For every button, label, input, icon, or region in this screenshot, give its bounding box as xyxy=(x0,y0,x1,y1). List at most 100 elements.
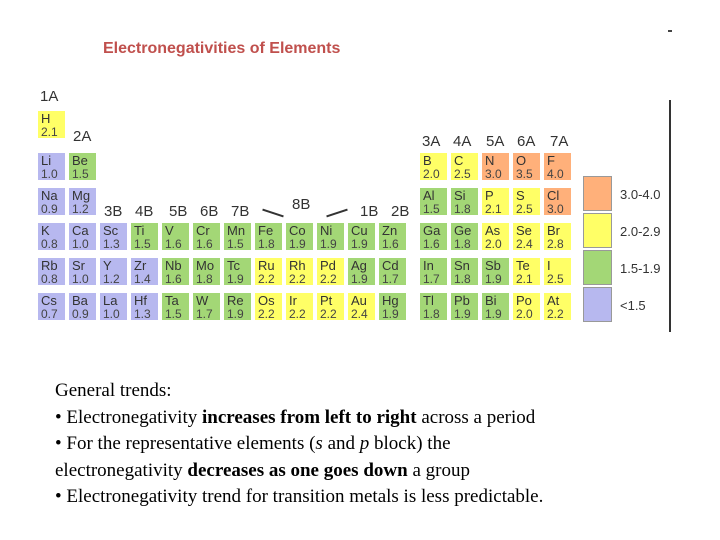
element-cr: Cr 1.6 xyxy=(193,223,222,252)
element-cs: Cs 0.7 xyxy=(38,293,67,322)
element-mo: Mo 1.8 xyxy=(193,258,222,287)
element-symbol: Rh xyxy=(289,258,306,273)
element-symbol: Po xyxy=(516,293,532,308)
group-header-1b: 1B xyxy=(360,203,379,220)
element-be: Be 1.5 xyxy=(69,153,98,182)
group-header-1a: 1A xyxy=(40,88,59,105)
element-symbol: C xyxy=(454,153,464,168)
element-symbol: In xyxy=(423,258,434,273)
element-au: Au 2.4 xyxy=(348,293,377,322)
legend-label: 3.0-4.0 xyxy=(620,187,661,202)
element-ca: Ca 1.0 xyxy=(69,223,98,252)
element-symbol: Ag xyxy=(351,258,367,273)
element-al: Al 1.5 xyxy=(420,188,449,217)
element-electronegativity: 2.5 xyxy=(454,167,471,181)
element-te: Te 2.1 xyxy=(513,258,542,287)
element-pt: Pt 2.2 xyxy=(317,293,346,322)
group-header-2a: 2A xyxy=(73,128,92,145)
group-header-7b: 7B xyxy=(231,203,250,220)
element-pb: Pb 1.9 xyxy=(451,293,480,322)
element-symbol: Ta xyxy=(165,293,179,308)
element-electronegativity: 2.1 xyxy=(485,202,502,216)
trend-emphasis: increases from left to right xyxy=(202,406,417,428)
element-i: I 2.5 xyxy=(544,258,573,287)
element-electronegativity: 1.2 xyxy=(103,272,120,286)
element-la: La 1.0 xyxy=(100,293,129,322)
element-electronegativity: 1.5 xyxy=(423,202,440,216)
group-header-3a: 3A xyxy=(422,133,441,150)
element-ag: Ag 1.9 xyxy=(348,258,377,287)
element-electronegativity: 1.9 xyxy=(351,237,368,251)
element-symbol: Ru xyxy=(258,258,275,273)
element-sb: Sb 1.9 xyxy=(482,258,511,287)
element-electronegativity: 1.2 xyxy=(72,202,89,216)
element-electronegativity: 1.9 xyxy=(485,272,502,286)
right-border-line xyxy=(669,100,671,332)
element-w: W 1.7 xyxy=(193,293,222,322)
element-electronegativity: 1.7 xyxy=(423,272,440,286)
group-header-3b: 3B xyxy=(104,203,123,220)
element-ir: Ir 2.2 xyxy=(286,293,315,322)
element-symbol: W xyxy=(196,293,209,308)
element-symbol: Al xyxy=(423,188,435,203)
group-header-8b: 8B xyxy=(292,196,311,213)
element-symbol: Mg xyxy=(72,188,91,203)
chart-title: Electronegativities of Elements xyxy=(103,40,341,57)
element-electronegativity: 1.9 xyxy=(382,307,399,321)
general-trends: General trends: • Electronegativity incr… xyxy=(55,378,675,511)
element-electronegativity: 1.0 xyxy=(72,272,89,286)
trend-text: • For the representative elements ( xyxy=(55,433,316,454)
trend-text: and xyxy=(322,433,360,454)
element-symbol: Ca xyxy=(72,223,89,238)
element-ba: Ba 0.9 xyxy=(69,293,98,322)
element-sn: Sn 1.8 xyxy=(451,258,480,287)
trends-heading: General trends: xyxy=(55,380,172,401)
element-symbol: Hf xyxy=(134,293,147,308)
element-symbol: At xyxy=(547,293,560,308)
element-electronegativity: 2.2 xyxy=(258,307,275,321)
element-electronegativity: 1.6 xyxy=(423,237,440,251)
element-symbol: Na xyxy=(41,188,58,203)
trend-emphasis: decreases as one goes down xyxy=(187,459,408,481)
element-zr: Zr 1.4 xyxy=(131,258,160,287)
element-br: Br 2.8 xyxy=(544,223,573,252)
element-symbol: Ge xyxy=(454,223,472,238)
element-electronegativity: 1.0 xyxy=(103,307,120,321)
8b-bracket-left xyxy=(262,208,284,218)
trend-text: electronegativity xyxy=(55,459,188,481)
element-electronegativity: 1.8 xyxy=(258,237,275,251)
element-pd: Pd 2.2 xyxy=(317,258,346,287)
element-symbol: Mo xyxy=(196,258,215,273)
element-electronegativity: 3.0 xyxy=(485,167,502,181)
element-b: B 2.0 xyxy=(420,153,449,182)
group-header-5a: 5A xyxy=(486,133,505,150)
element-electronegativity: 1.8 xyxy=(454,202,471,216)
element-electronegativity: 1.5 xyxy=(227,237,244,251)
element-electronegativity: 1.6 xyxy=(382,237,399,251)
element-electronegativity: 2.8 xyxy=(547,237,564,251)
element-electronegativity: 1.9 xyxy=(227,307,244,321)
element-na: Na 0.9 xyxy=(38,188,67,217)
element-electronegativity: 2.1 xyxy=(516,272,533,286)
element-electronegativity: 0.8 xyxy=(41,237,58,251)
element-tc: Tc 1.9 xyxy=(224,258,253,287)
legend-swatch-3-0-4-0 xyxy=(583,176,612,211)
element-symbol: Pb xyxy=(454,293,470,308)
element-symbol: Ga xyxy=(423,223,441,238)
element-electronegativity: 1.6 xyxy=(196,237,213,251)
element-symbol: Fe xyxy=(258,223,274,238)
element-symbol: Sr xyxy=(72,258,85,273)
element-sr: Sr 1.0 xyxy=(69,258,98,287)
element-symbol: P xyxy=(485,188,494,203)
element-symbol: Au xyxy=(351,293,367,308)
legend-swatch-lt-1-5 xyxy=(583,287,612,322)
element-electronegativity: 1.5 xyxy=(134,237,151,251)
element-symbol: Os xyxy=(258,293,275,308)
element-symbol: Cd xyxy=(382,258,399,273)
element-se: Se 2.4 xyxy=(513,223,542,252)
element-ni: Ni 1.9 xyxy=(317,223,346,252)
element-symbol: Sb xyxy=(485,258,501,273)
element-y: Y 1.2 xyxy=(100,258,129,287)
element-symbol: O xyxy=(516,153,527,168)
element-symbol: B xyxy=(423,153,432,168)
